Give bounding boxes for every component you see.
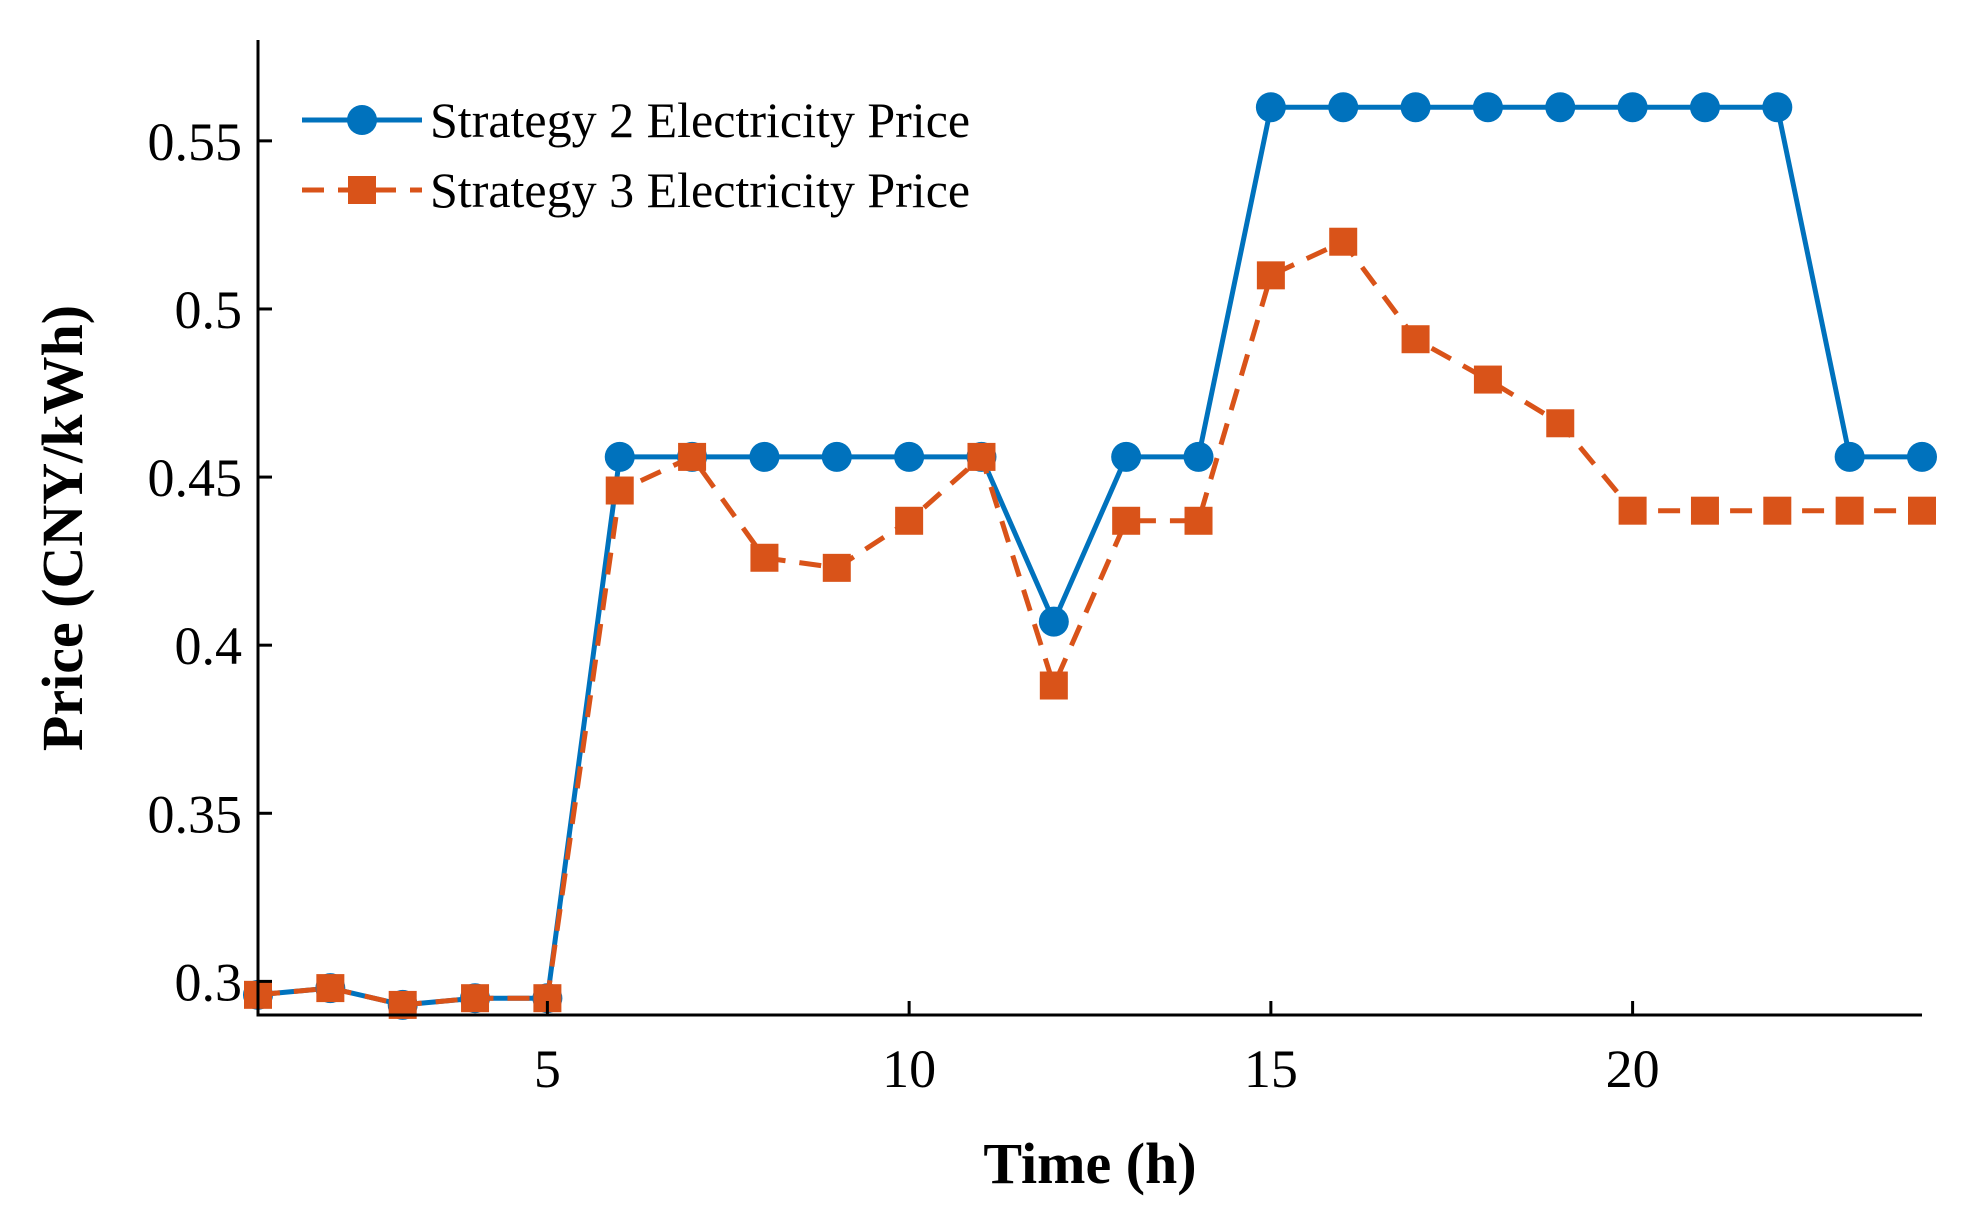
x-tick-label: 5 (534, 1039, 561, 1099)
data-point (605, 476, 634, 505)
data-point (1835, 496, 1864, 525)
data-point (1762, 92, 1793, 123)
data-point (1183, 441, 1214, 472)
y-tick-label: 0.5 (175, 280, 243, 340)
data-point (967, 442, 996, 471)
data-point (604, 441, 635, 472)
x-tick-label: 20 (1606, 1039, 1660, 1099)
data-point (1400, 92, 1431, 123)
data-point (894, 441, 925, 472)
legend-marker (347, 105, 377, 135)
data-point (1689, 92, 1720, 123)
data-point (1112, 506, 1141, 535)
axis-box (256, 40, 1922, 1017)
data-point (316, 974, 345, 1003)
y-tick-label: 0.55 (148, 112, 243, 172)
data-point (1256, 261, 1285, 290)
data-point (1039, 671, 1068, 700)
y-axis-title: Price (CNY/kWh) (30, 305, 95, 751)
y-tick-label: 0.3 (175, 952, 243, 1012)
y-tick-label: 0.45 (148, 448, 243, 508)
data-point (1617, 92, 1648, 123)
data-point (1834, 441, 1865, 472)
data-point (895, 506, 924, 535)
data-point (1907, 441, 1937, 472)
data-point (1763, 496, 1792, 525)
series-2 (244, 227, 1936, 1019)
y-tick-label: 0.4 (175, 616, 243, 676)
data-point (1401, 325, 1430, 354)
series-line (257, 239, 1922, 1008)
data-point (749, 441, 780, 472)
legend: Strategy 2 Electricity Price Strategy 3 E… (302, 92, 970, 218)
data-point (821, 441, 852, 472)
data-point (1690, 496, 1719, 525)
legend-label: Strategy 3 Electricity Price (430, 162, 970, 218)
data-point (1111, 441, 1142, 472)
plot-area (243, 92, 1937, 1020)
data-point (822, 553, 851, 582)
legend-label: Strategy 2 Electricity Price (430, 92, 970, 148)
data-point (1545, 92, 1576, 123)
data-point (1546, 409, 1575, 438)
series-1 (243, 92, 1937, 1020)
x-tick-label: 15 (1244, 1039, 1298, 1099)
data-point (461, 984, 490, 1013)
data-point (1255, 92, 1286, 123)
data-point (678, 442, 707, 471)
series-line (257, 104, 1922, 1008)
data-point (1618, 496, 1647, 525)
data-point (1472, 92, 1503, 123)
x-tick-label: 10 (882, 1039, 936, 1099)
legend-marker (348, 176, 376, 204)
y-tick-label: 0.35 (148, 784, 243, 844)
ticks: 5 10 15 20 0.3 0.35 0.4 0.45 0.5 0.55 (148, 112, 1660, 1099)
x-axis-title: Time (h) (983, 1131, 1196, 1196)
data-point (1329, 227, 1358, 256)
data-point (1038, 606, 1069, 637)
data-point (750, 543, 779, 572)
data-point (1328, 92, 1359, 123)
data-point (1184, 506, 1213, 535)
data-point (1908, 496, 1936, 525)
axes (256, 40, 1922, 1017)
data-point (1473, 365, 1502, 394)
